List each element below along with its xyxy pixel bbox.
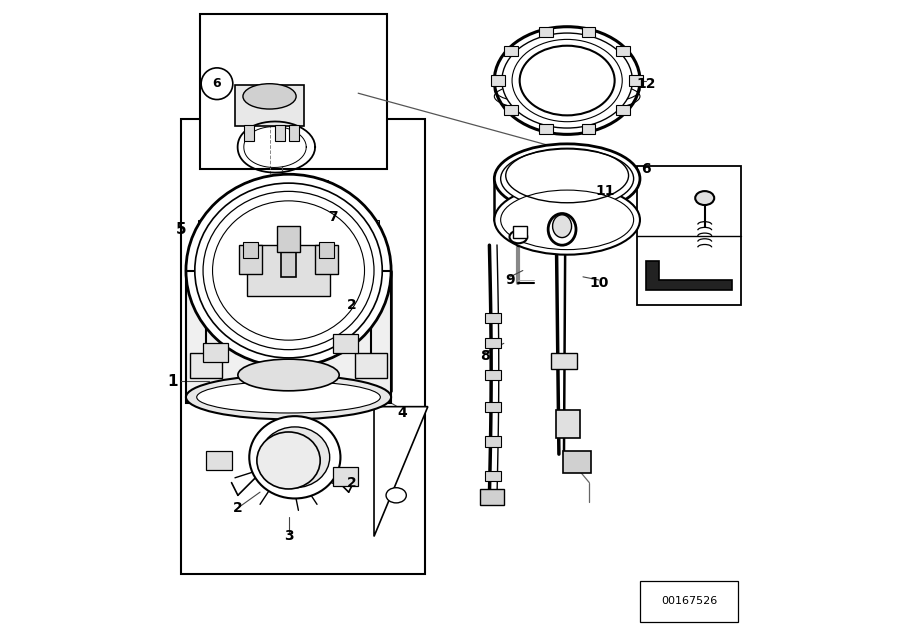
Text: 10: 10 [590, 276, 608, 290]
Bar [186, 270, 392, 403]
Ellipse shape [502, 33, 633, 128]
Bar [581, 123, 596, 134]
Text: 1: 1 [167, 374, 178, 389]
Bar [248, 245, 329, 296]
Bar [281, 233, 296, 277]
Ellipse shape [186, 375, 392, 419]
Bar [485, 313, 500, 323]
Bar [637, 166, 742, 305]
Text: 6: 6 [212, 77, 221, 90]
Text: 11: 11 [596, 184, 615, 198]
Ellipse shape [548, 214, 576, 245]
Text: 5: 5 [176, 222, 186, 237]
Bar [181, 118, 425, 574]
Text: 3: 3 [284, 529, 293, 543]
Bar [198, 220, 209, 229]
Ellipse shape [243, 84, 296, 109]
Bar [485, 471, 500, 481]
Bar [504, 46, 518, 56]
Ellipse shape [695, 191, 715, 205]
Ellipse shape [249, 416, 340, 499]
Bar [283, 358, 294, 367]
Bar [220, 336, 231, 345]
Text: 6: 6 [642, 162, 651, 176]
Bar [485, 401, 500, 411]
Polygon shape [374, 406, 428, 536]
Ellipse shape [212, 201, 364, 340]
Bar [315, 245, 338, 273]
Ellipse shape [238, 359, 339, 391]
Ellipse shape [260, 427, 329, 488]
Bar [504, 105, 518, 115]
Ellipse shape [194, 183, 382, 358]
Bar [206, 451, 231, 470]
Ellipse shape [519, 46, 615, 115]
Text: 12: 12 [636, 77, 656, 91]
Bar [191, 353, 222, 378]
Ellipse shape [500, 190, 634, 249]
Bar [319, 242, 334, 258]
Bar [485, 370, 500, 380]
Bar [186, 282, 198, 291]
Ellipse shape [197, 382, 381, 413]
Bar [491, 76, 505, 86]
Ellipse shape [553, 215, 572, 238]
Bar [616, 46, 630, 56]
Bar [355, 353, 387, 378]
Bar [539, 27, 553, 38]
Bar [186, 270, 392, 403]
Bar [380, 282, 391, 291]
Ellipse shape [273, 437, 317, 478]
Ellipse shape [203, 191, 374, 350]
Bar [239, 245, 262, 273]
Bar [249, 180, 261, 189]
Bar [368, 220, 379, 229]
Bar [333, 467, 358, 486]
Bar [629, 76, 643, 86]
Polygon shape [646, 261, 732, 289]
Bar [200, 14, 387, 169]
Bar [552, 353, 577, 369]
Bar [513, 226, 527, 238]
Ellipse shape [500, 149, 634, 209]
Bar [203, 343, 229, 363]
Bar [235, 85, 304, 126]
Ellipse shape [494, 144, 640, 214]
Bar [481, 489, 505, 505]
Ellipse shape [509, 231, 527, 244]
Text: 7: 7 [328, 210, 338, 224]
Text: 2: 2 [347, 476, 356, 490]
Text: 9: 9 [505, 273, 515, 287]
Circle shape [201, 68, 233, 100]
Bar [243, 242, 258, 258]
Bar [317, 180, 328, 189]
Ellipse shape [494, 27, 640, 134]
Ellipse shape [512, 39, 622, 121]
Bar [556, 410, 581, 438]
Bar [485, 338, 500, 349]
Bar [289, 125, 299, 141]
Bar [277, 226, 300, 251]
Ellipse shape [256, 432, 320, 489]
Text: 00167526: 00167526 [661, 597, 717, 606]
Bar [485, 436, 500, 446]
Bar [274, 125, 284, 141]
Bar [640, 581, 738, 622]
Text: 2: 2 [347, 298, 356, 312]
Text: 2: 2 [233, 501, 243, 515]
Bar [581, 27, 596, 38]
Ellipse shape [186, 174, 392, 367]
Bar [562, 451, 591, 473]
Bar [616, 105, 630, 115]
Bar [539, 123, 553, 134]
Text: 8: 8 [480, 349, 490, 363]
Bar [346, 336, 357, 345]
Ellipse shape [494, 185, 640, 254]
Text: 4: 4 [398, 406, 408, 420]
Bar [244, 125, 255, 141]
Bar [333, 334, 358, 353]
Ellipse shape [386, 488, 406, 503]
